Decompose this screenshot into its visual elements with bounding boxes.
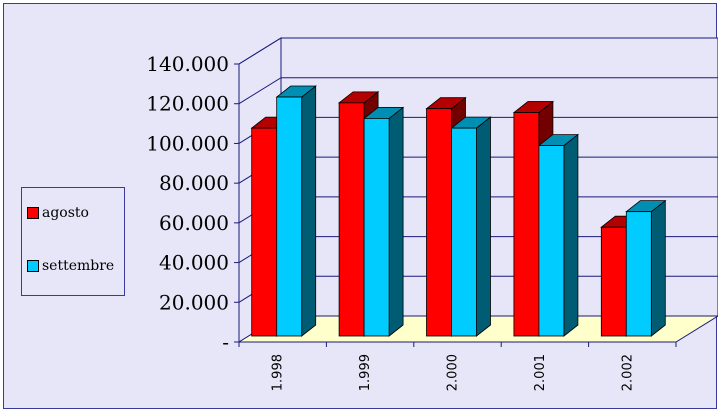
x-tick-label: 1.998 (271, 354, 286, 391)
bar-side-settembre (301, 85, 317, 337)
bar-settembre-2.002 (625, 211, 652, 337)
y-tick-label: 20.000 (159, 290, 229, 314)
bar-settembre-2.001 (538, 145, 565, 337)
y-tick-label: - (222, 330, 229, 354)
gridline (238, 77, 718, 105)
bar-agosto-2.002 (600, 226, 627, 337)
legend: agosto settembre (21, 187, 125, 296)
y-tick-label: 100.000 (146, 131, 229, 155)
legend-item-settembre: settembre (27, 258, 114, 274)
legend-swatch-settembre (27, 260, 39, 272)
bar-settembre-1.999 (363, 118, 390, 337)
bar-settembre-1.998 (276, 96, 303, 337)
x-tick-label: 1.999 (358, 354, 373, 391)
bar-side-settembre (476, 116, 491, 337)
bar-side-settembre (388, 106, 404, 337)
legend-label-settembre: settembre (42, 258, 115, 274)
bar-agosto-1.998 (251, 127, 278, 337)
y-tick-label: 120.000 (146, 92, 229, 116)
x-tick-label: 2.002 (620, 354, 635, 391)
bar-settembre-2.000 (451, 127, 477, 337)
legend-label-agosto: agosto (42, 205, 89, 221)
bar-agosto-2.000 (426, 108, 452, 337)
gridline (238, 37, 718, 65)
legend-item-agosto: agosto (27, 205, 89, 221)
y-tick-label: 140.000 (146, 52, 229, 76)
y-tick-label: 40.000 (159, 251, 229, 275)
bar-side-settembre (650, 199, 666, 337)
legend-swatch-agosto (27, 207, 39, 219)
bar-side-settembre (563, 133, 579, 337)
bar-chart: - 20.000 40.000 60.000 80.000 100.000 120.000 1… (146, 37, 718, 391)
y-tick-label: 60.000 (159, 211, 229, 235)
bar-agosto-2.001 (513, 112, 540, 337)
x-tick-label: 2.001 (533, 354, 548, 391)
bar-agosto-1.999 (338, 102, 365, 337)
y-tick-label: 80.000 (159, 171, 229, 195)
x-tick-label: 2.000 (446, 354, 461, 391)
chart-frame: - 20.000 40.000 60.000 80.000 100.000 120.000 1… (3, 3, 718, 409)
